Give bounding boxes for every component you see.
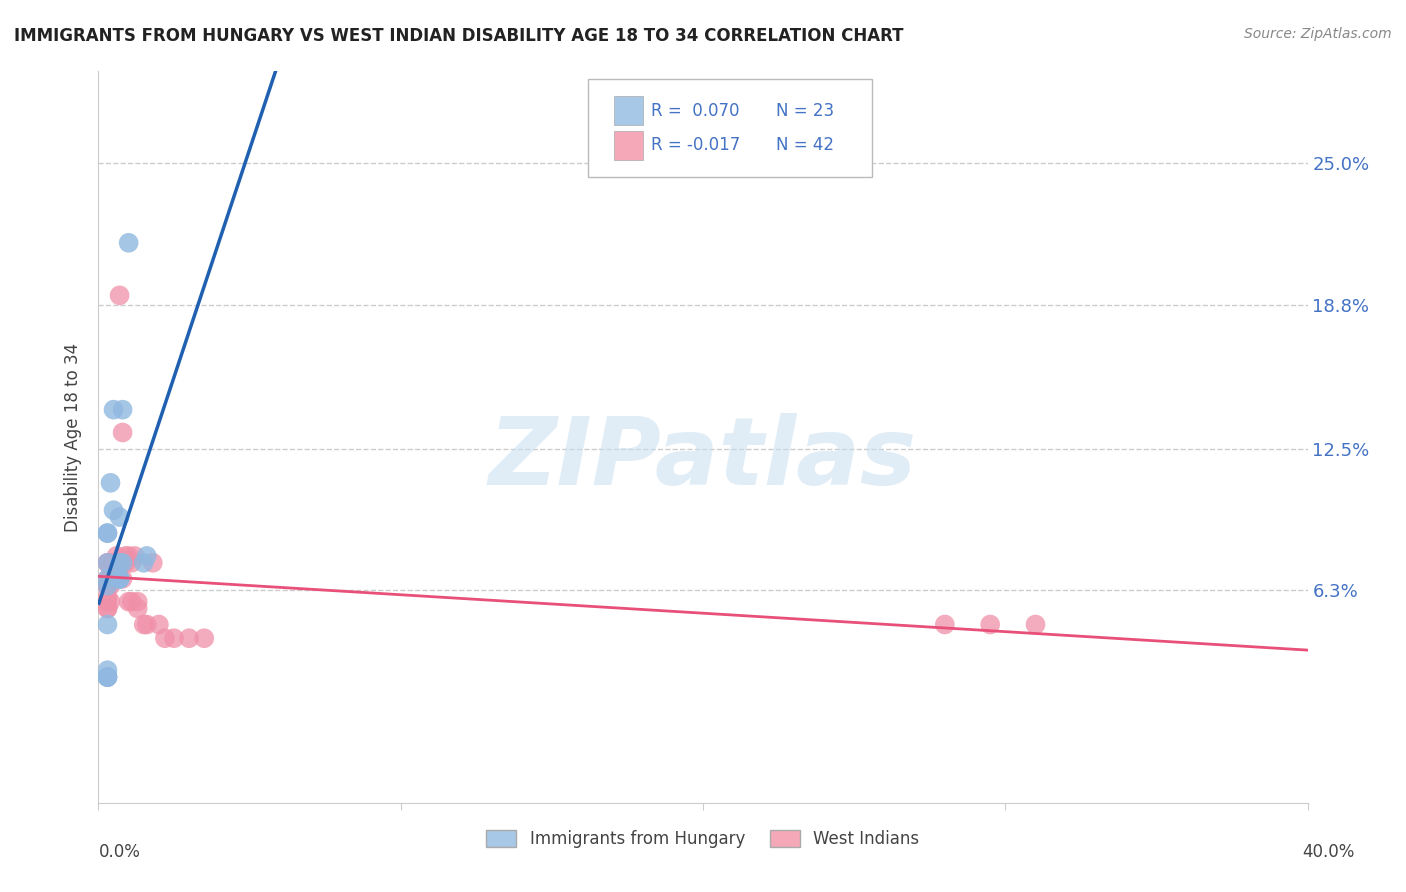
Text: 40.0%: 40.0%: [1302, 843, 1355, 861]
Point: [108, 572, 131, 586]
Text: R =  0.070: R = 0.070: [651, 102, 740, 120]
Point: [108, 510, 131, 524]
Legend: Immigrants from Hungary, West Indians: Immigrants from Hungary, West Indians: [478, 822, 928, 856]
Point: [118, 594, 141, 608]
Text: N = 42: N = 42: [776, 136, 834, 154]
Point: [142, 556, 165, 570]
Point: [96, 572, 118, 586]
Point: [103, 556, 125, 570]
Text: ZIPatlas: ZIPatlas: [489, 413, 917, 505]
Point: [96, 663, 118, 677]
Point: [105, 572, 128, 586]
Point: [100, 594, 122, 608]
Point: [124, 549, 146, 563]
Point: [103, 402, 125, 417]
FancyBboxPatch shape: [613, 96, 643, 126]
Point: [96, 670, 118, 684]
Y-axis label: Disability Age 18 to 34: Disability Age 18 to 34: [65, 343, 83, 532]
Point: [96, 594, 118, 608]
Point: [108, 572, 131, 586]
Point: [132, 556, 155, 570]
Point: [96, 556, 118, 570]
Point: [108, 572, 131, 586]
Point: [114, 549, 136, 563]
Text: IMMIGRANTS FROM HUNGARY VS WEST INDIAN DISABILITY AGE 18 TO 34 CORRELATION CHART: IMMIGRANTS FROM HUNGARY VS WEST INDIAN D…: [14, 27, 904, 45]
Point: [108, 572, 131, 586]
Point: [96, 556, 118, 570]
Point: [100, 475, 122, 490]
Point: [127, 594, 149, 608]
Point: [96, 590, 118, 604]
Point: [118, 235, 141, 250]
Point: [135, 617, 157, 632]
Point: [108, 556, 131, 570]
Point: [96, 579, 118, 593]
Point: [96, 572, 118, 586]
Point: [1024, 617, 1046, 632]
Point: [96, 526, 118, 541]
Point: [193, 632, 215, 646]
Point: [111, 572, 134, 586]
Point: [135, 549, 157, 563]
Point: [111, 425, 134, 440]
Point: [96, 670, 118, 684]
Text: Source: ZipAtlas.com: Source: ZipAtlas.com: [1244, 27, 1392, 41]
Point: [100, 579, 122, 593]
Point: [148, 617, 170, 632]
Point: [96, 526, 118, 541]
Point: [127, 601, 149, 615]
Point: [108, 288, 131, 302]
Point: [96, 556, 118, 570]
Point: [103, 503, 125, 517]
Point: [934, 617, 956, 632]
Point: [96, 670, 118, 684]
Point: [103, 572, 125, 586]
Point: [979, 617, 1001, 632]
FancyBboxPatch shape: [613, 130, 643, 160]
Point: [96, 617, 118, 632]
Text: R = -0.017: R = -0.017: [651, 136, 740, 154]
Point: [96, 579, 118, 593]
Point: [118, 549, 141, 563]
Point: [105, 556, 128, 570]
Point: [100, 572, 122, 586]
Point: [132, 617, 155, 632]
Point: [179, 632, 201, 646]
Point: [96, 579, 118, 593]
Point: [96, 601, 118, 615]
Point: [121, 556, 143, 570]
Text: 0.0%: 0.0%: [98, 843, 141, 861]
Point: [111, 556, 134, 570]
Point: [153, 632, 176, 646]
Point: [96, 579, 118, 593]
Point: [163, 632, 186, 646]
Text: N = 23: N = 23: [776, 102, 834, 120]
Point: [96, 601, 118, 615]
FancyBboxPatch shape: [588, 78, 872, 178]
Point: [105, 549, 128, 563]
Point: [114, 556, 136, 570]
Point: [111, 402, 134, 417]
Point: [121, 594, 143, 608]
